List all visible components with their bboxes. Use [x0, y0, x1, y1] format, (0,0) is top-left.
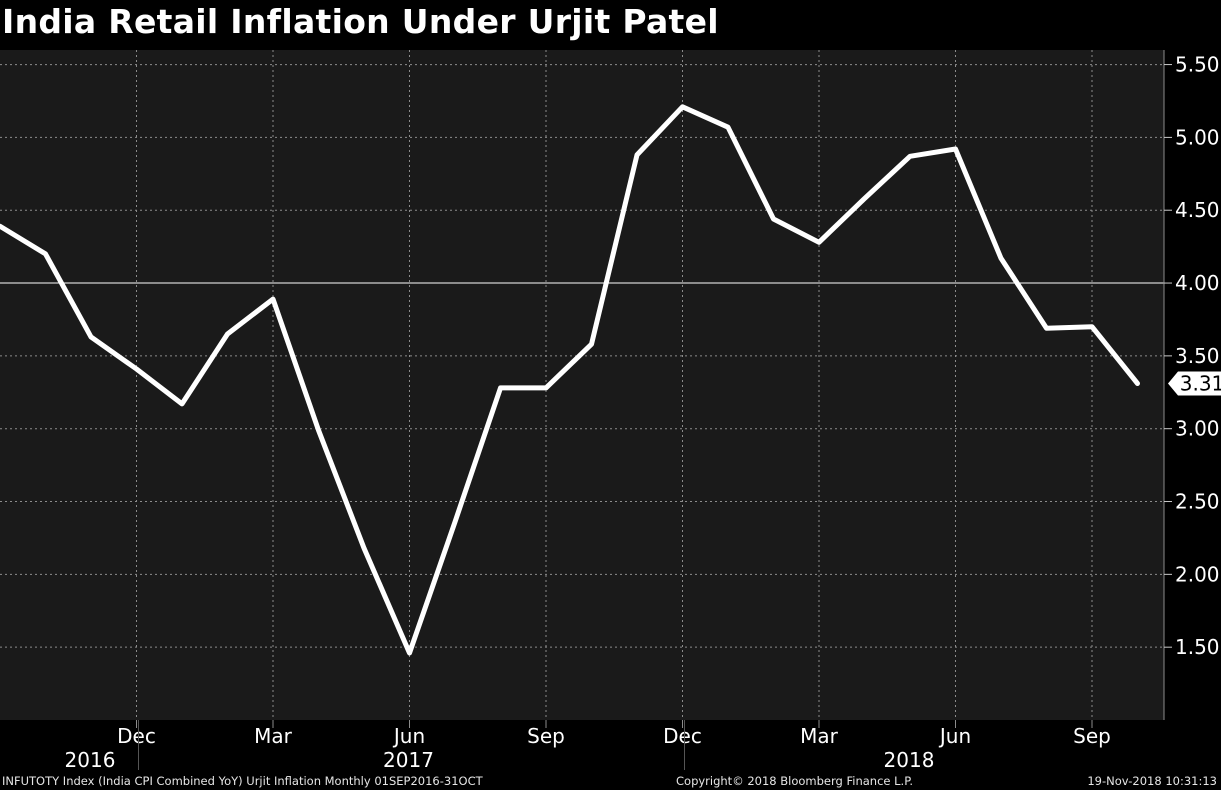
- last-value-tag: 3.31: [1168, 371, 1221, 396]
- y-tick-label: 4.00: [1175, 271, 1220, 295]
- data-point: [362, 546, 366, 550]
- data-point: [499, 386, 502, 390]
- y-tick-label: 2.50: [1175, 490, 1220, 514]
- data-point: [453, 520, 457, 524]
- data-point: [1045, 326, 1048, 330]
- last-value-label: 3.31: [1180, 372, 1221, 396]
- x-axis: Dec Mar Jun Sep Dec Mar Jun Sep 2016 2017 2018: [65, 720, 1111, 772]
- cpi-line: [0, 104, 1140, 656]
- data-point: [89, 335, 93, 339]
- data-point: [1090, 325, 1094, 329]
- last-value-tag-shape: [1168, 371, 1221, 396]
- x-tick-label: Jun: [392, 724, 425, 748]
- data-point: [954, 147, 957, 151]
- data-point: [590, 342, 593, 346]
- y-tick-label: 4.50: [1175, 198, 1220, 222]
- footer-copyright: Copyright© 2018 Bloomberg Finance L.P.: [676, 774, 913, 788]
- y-tick-label: 5.00: [1175, 125, 1220, 149]
- y-tick-label: 2.00: [1175, 562, 1220, 586]
- data-point: [180, 402, 184, 406]
- x-tick-label: Mar: [254, 724, 293, 748]
- chart-title: India Retail Inflation Under Urjit Patel: [2, 2, 719, 41]
- data-point: [544, 386, 548, 390]
- year-label: 2018: [884, 748, 935, 772]
- plot-area: [0, 50, 1164, 720]
- data-point: [1136, 382, 1139, 386]
- data-point: [408, 651, 411, 655]
- x-tick-label: Sep: [1073, 724, 1111, 748]
- data-point: [772, 217, 775, 221]
- data-point: [271, 297, 275, 301]
- data-point: [0, 224, 2, 228]
- data-point: [681, 105, 684, 109]
- data-point: [44, 252, 47, 256]
- y-tick-label: 3.50: [1175, 344, 1220, 368]
- data-point: [726, 125, 730, 129]
- x-tick-label: Dec: [663, 724, 702, 748]
- y-tick-label: 3.00: [1175, 417, 1220, 441]
- year-label: 2017: [383, 748, 434, 772]
- data-point: [317, 428, 320, 432]
- data-point: [135, 367, 138, 371]
- x-tick-label: Dec: [117, 724, 156, 748]
- x-tick-label: Sep: [527, 724, 565, 748]
- footer-source: INFUTOTY Index (India CPI Combined YoY) …: [2, 774, 483, 788]
- y-tick-label: 5.50: [1175, 53, 1220, 77]
- footer-timestamp: 19-Nov-2018 10:31:13: [1087, 774, 1217, 788]
- data-points: [0, 105, 1139, 655]
- y-tick-label: 1.50: [1175, 635, 1220, 659]
- y-axis: 1.50 2.00 2.50 3.00 3.50 4.00 4.50 5.00 5.50: [1163, 50, 1220, 720]
- data-point: [226, 332, 229, 336]
- x-tick-label: Jun: [938, 724, 971, 748]
- data-point: [908, 154, 912, 158]
- data-point: [999, 256, 1003, 260]
- year-label: 2016: [65, 748, 116, 772]
- data-point: [635, 153, 639, 157]
- x-tick-label: Mar: [800, 724, 839, 748]
- data-point: [863, 197, 866, 201]
- data-point: [817, 240, 821, 244]
